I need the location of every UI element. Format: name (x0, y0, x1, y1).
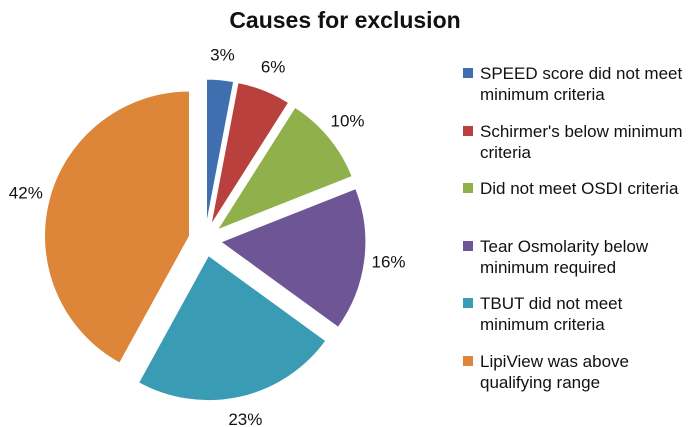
legend-item: LipiView was above qualifying range (463, 351, 693, 393)
pie-slice (137, 254, 327, 402)
legend-label: Schirmer's below minimum criteria (480, 121, 683, 162)
legend-label: LipiView was above qualifying range (480, 351, 629, 392)
data-label: 23% (228, 410, 262, 427)
pie-slice (219, 187, 367, 328)
legend-label: SPEED score did not meet minimum criteri… (480, 64, 683, 104)
pie-slice (210, 82, 290, 226)
data-label: 6% (261, 57, 286, 76)
legend-item: Tear Osmolarity below minimum required (463, 236, 693, 278)
data-label: 3% (210, 45, 235, 64)
legend-item: SPEED score did not meet minimum criteri… (463, 63, 693, 105)
legend-swatch (463, 183, 473, 193)
legend-item: TBUT did not meet minimum criteria (463, 293, 693, 335)
legend-swatch (463, 298, 473, 308)
legend-item: Did not meet OSDI criteria (463, 178, 693, 199)
legend-swatch (463, 125, 473, 136)
legend-label: Did not meet OSDI criteria (480, 179, 679, 198)
pie-slice (44, 90, 191, 364)
pie-slice (206, 78, 235, 225)
legend-swatch (463, 240, 473, 251)
legend-item: Schirmer's below minimum criteria (463, 121, 693, 163)
data-label: 16% (372, 253, 406, 272)
pie-slice (216, 106, 353, 231)
data-label: 42% (9, 183, 43, 202)
legend-label: Tear Osmolarity below minimum required (480, 236, 649, 277)
data-label: 10% (331, 112, 365, 131)
legend-swatch (463, 68, 473, 78)
legend-swatch (463, 355, 473, 366)
legend-label: TBUT did not meet minimum criteria (480, 294, 623, 334)
chart-title: Causes for exclusion (229, 7, 460, 33)
